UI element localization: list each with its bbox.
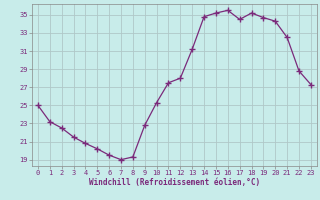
X-axis label: Windchill (Refroidissement éolien,°C): Windchill (Refroidissement éolien,°C) — [89, 178, 260, 187]
